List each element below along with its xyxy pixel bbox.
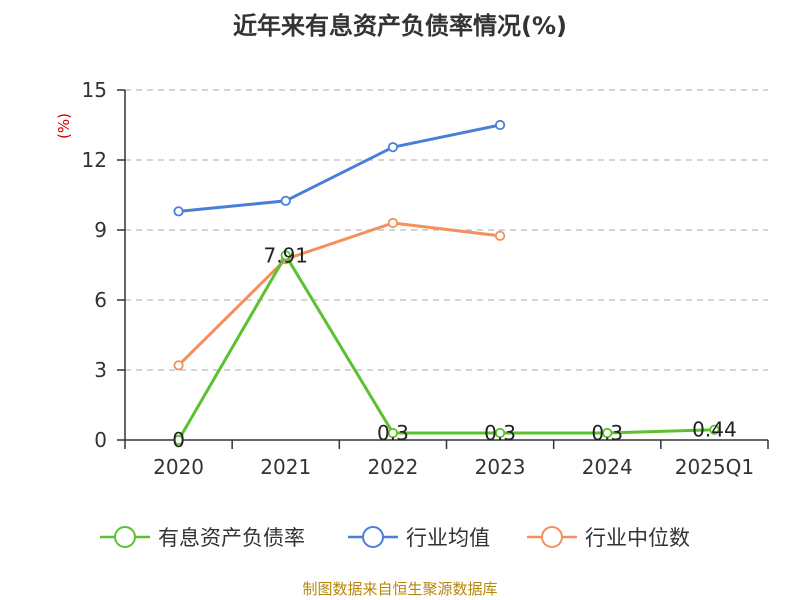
series-line	[177, 253, 715, 441]
data-label: 0.3	[377, 421, 409, 445]
data-point	[494, 119, 506, 131]
series-line	[177, 221, 501, 367]
data-point	[280, 195, 291, 206]
x-tick-label: 2023	[475, 455, 526, 479]
legend-label: 有息资产负债率	[158, 526, 305, 550]
data-point	[709, 424, 720, 435]
legend-label: 行业均值	[406, 526, 490, 550]
y-tick-label: 9	[94, 218, 107, 242]
data-point	[387, 142, 399, 153]
data-label: 7.91	[263, 243, 308, 267]
y-axis-label: (%)	[55, 113, 73, 139]
series-line	[178, 123, 501, 213]
y-tick-label: 0	[94, 428, 107, 452]
y-tick-label: 15	[82, 78, 107, 102]
data-point	[387, 427, 399, 439]
data-point	[602, 427, 613, 439]
legend-label: 行业中位数	[585, 526, 690, 550]
data-point	[494, 230, 506, 241]
y-tick-label: 6	[94, 288, 107, 312]
data-point	[387, 217, 399, 229]
data-point	[494, 427, 506, 439]
y-tick-label: 3	[94, 358, 107, 382]
x-tick-label: 2024	[582, 455, 633, 479]
data-point	[173, 434, 184, 446]
data-label: 0.3	[484, 421, 516, 445]
data-label: 0	[172, 428, 185, 452]
chart-title: 近年来有息资产负债率情况(%)	[233, 12, 567, 40]
x-tick-label: 2020	[153, 455, 204, 479]
legend-marker	[541, 526, 563, 548]
data-point	[173, 206, 184, 217]
legend-marker	[362, 526, 384, 548]
data-point	[173, 360, 184, 371]
legend-marker	[114, 526, 136, 548]
data-label: 0.3	[591, 421, 623, 445]
data-point	[280, 250, 291, 261]
y-tick-label: 12	[82, 148, 107, 172]
x-tick-label: 2021	[260, 455, 311, 479]
source-footer: 制图数据来自恒生聚源数据库	[302, 580, 498, 598]
data-label: 0.44	[692, 418, 737, 442]
x-tick-label: 2022	[367, 455, 418, 479]
x-tick-label: 2025Q1	[675, 455, 754, 479]
